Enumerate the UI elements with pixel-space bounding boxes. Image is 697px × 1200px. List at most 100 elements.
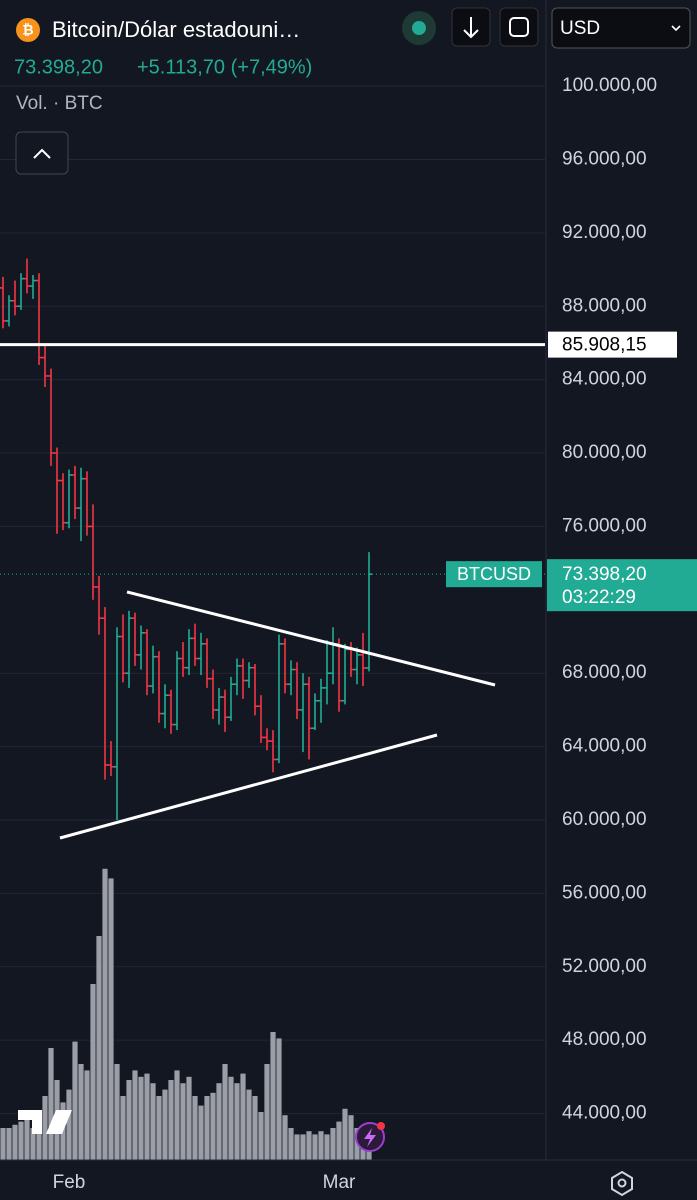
volume-bar — [264, 1064, 270, 1160]
currency-select[interactable] — [551, 7, 691, 49]
volume-bar — [180, 1083, 186, 1160]
symbol-tag: BTCUSD — [457, 564, 531, 584]
volume-bar — [246, 1089, 252, 1160]
countdown: 03:22:29 — [562, 587, 636, 608]
volume-bar — [150, 1083, 156, 1160]
volume-bar — [48, 1048, 54, 1160]
volume-bar — [42, 1096, 48, 1160]
volume-bar — [282, 1115, 288, 1160]
volume-bar — [156, 1096, 162, 1160]
volume-bar — [96, 936, 102, 1160]
volume-bar — [174, 1070, 180, 1160]
volume-bar — [0, 1128, 6, 1160]
y-tick-label: 96.000,00 — [562, 148, 647, 169]
volume-bar — [288, 1128, 294, 1160]
volume-bar — [342, 1108, 348, 1160]
market-status-dot — [412, 21, 426, 35]
y-tick-label: 68.000,00 — [562, 662, 647, 683]
volume-bar — [6, 1128, 12, 1160]
volume-bar — [162, 1089, 168, 1160]
volume-bar — [240, 1073, 246, 1160]
last-price-tag: 73.398,20 — [562, 564, 647, 585]
volume-bar — [270, 1032, 276, 1160]
volume-bar — [72, 1041, 78, 1160]
y-tick-label: 76.000,00 — [562, 515, 647, 536]
volume-bar — [36, 1115, 42, 1160]
volume-bar — [18, 1121, 24, 1160]
volume-bar — [198, 1105, 204, 1160]
volume-bar — [222, 1064, 228, 1160]
y-tick-label: 64.000,00 — [562, 736, 647, 757]
coin-glyph: ₿ — [22, 22, 33, 38]
volume-bar — [90, 984, 96, 1160]
volume-label: Vol. · BTC — [16, 93, 103, 114]
volume-bar — [114, 1064, 120, 1160]
price-layer — [0, 258, 372, 820]
alert-icon — [364, 1128, 376, 1147]
volume-bar — [192, 1096, 198, 1160]
y-tick-label: 80.000,00 — [562, 442, 647, 463]
collapse-button[interactable] — [15, 131, 69, 175]
x-tick-label: Mar — [323, 1172, 356, 1193]
symbol-tag-bg — [446, 561, 542, 588]
download-icon — [463, 17, 479, 39]
volume-bar — [216, 1083, 222, 1160]
price-change: +5.113,70 (+7,49%) — [137, 56, 312, 78]
volume-bar — [102, 868, 108, 1160]
y-tick-label: 44.000,00 — [562, 1103, 647, 1124]
volume-bar — [84, 1070, 90, 1160]
horizontal-line-label-bg — [548, 331, 677, 358]
volume-bar — [366, 1147, 372, 1160]
y-tick-label: 56.000,00 — [562, 882, 647, 903]
y-tick-label: 88.000,00 — [562, 295, 647, 316]
volume-bar — [330, 1128, 336, 1160]
volume-bar — [324, 1134, 330, 1160]
y-tick-label: 48.000,00 — [562, 1029, 647, 1050]
volume-bar — [318, 1131, 324, 1160]
volume-bar — [30, 1128, 36, 1160]
volume-bar — [120, 1096, 126, 1160]
volume-bar — [300, 1134, 306, 1160]
fullscreen-icon — [509, 17, 529, 37]
x-tick-label: Feb — [53, 1172, 86, 1193]
volume-bar — [168, 1080, 174, 1160]
volume-bar — [12, 1124, 18, 1160]
fullscreen-button[interactable] — [499, 7, 539, 47]
currency: USD — [560, 18, 600, 39]
volume-bar — [228, 1076, 234, 1160]
collapse-icon — [33, 148, 51, 159]
price-axis: 100.000,00 96.000,00 92.000,00 88.000,00 84.… — [53, 75, 657, 1193]
volume-bar — [126, 1080, 132, 1160]
volume-bar — [234, 1083, 240, 1160]
tradingview-logo — [18, 1110, 72, 1134]
symbol-title: Bitcoin/Dólar estadouni… — [52, 17, 300, 42]
volume-bar — [108, 878, 114, 1160]
volume-bar — [78, 1064, 84, 1160]
volume-bar — [252, 1096, 258, 1160]
y-tick-label: 92.000,00 — [562, 222, 647, 243]
volume-bar — [294, 1134, 300, 1160]
volume-layer — [0, 868, 372, 1160]
volume-bar — [336, 1121, 342, 1160]
horizontal-line-label: 85.908,15 — [562, 335, 647, 356]
volume-bar — [138, 1076, 144, 1160]
last-price-tag-bg — [547, 559, 697, 612]
volume-bar — [348, 1115, 354, 1160]
alert-badge — [377, 1122, 385, 1130]
volume-bar — [306, 1131, 312, 1160]
volume-bar — [210, 1092, 216, 1160]
settings-icon-center — [617, 1178, 627, 1188]
settings-icon[interactable] — [611, 1170, 633, 1197]
volume-bar — [312, 1134, 318, 1160]
volume-bar — [144, 1073, 150, 1160]
volume-bar — [132, 1070, 138, 1160]
volume-bar — [66, 1089, 72, 1160]
trend-line-lower — [59, 733, 438, 840]
last-price: 73.398,20 — [14, 56, 103, 78]
y-tick-label: 84.000,00 — [562, 369, 647, 390]
dropdown-icon — [671, 25, 681, 32]
volume-bar — [258, 1112, 264, 1160]
